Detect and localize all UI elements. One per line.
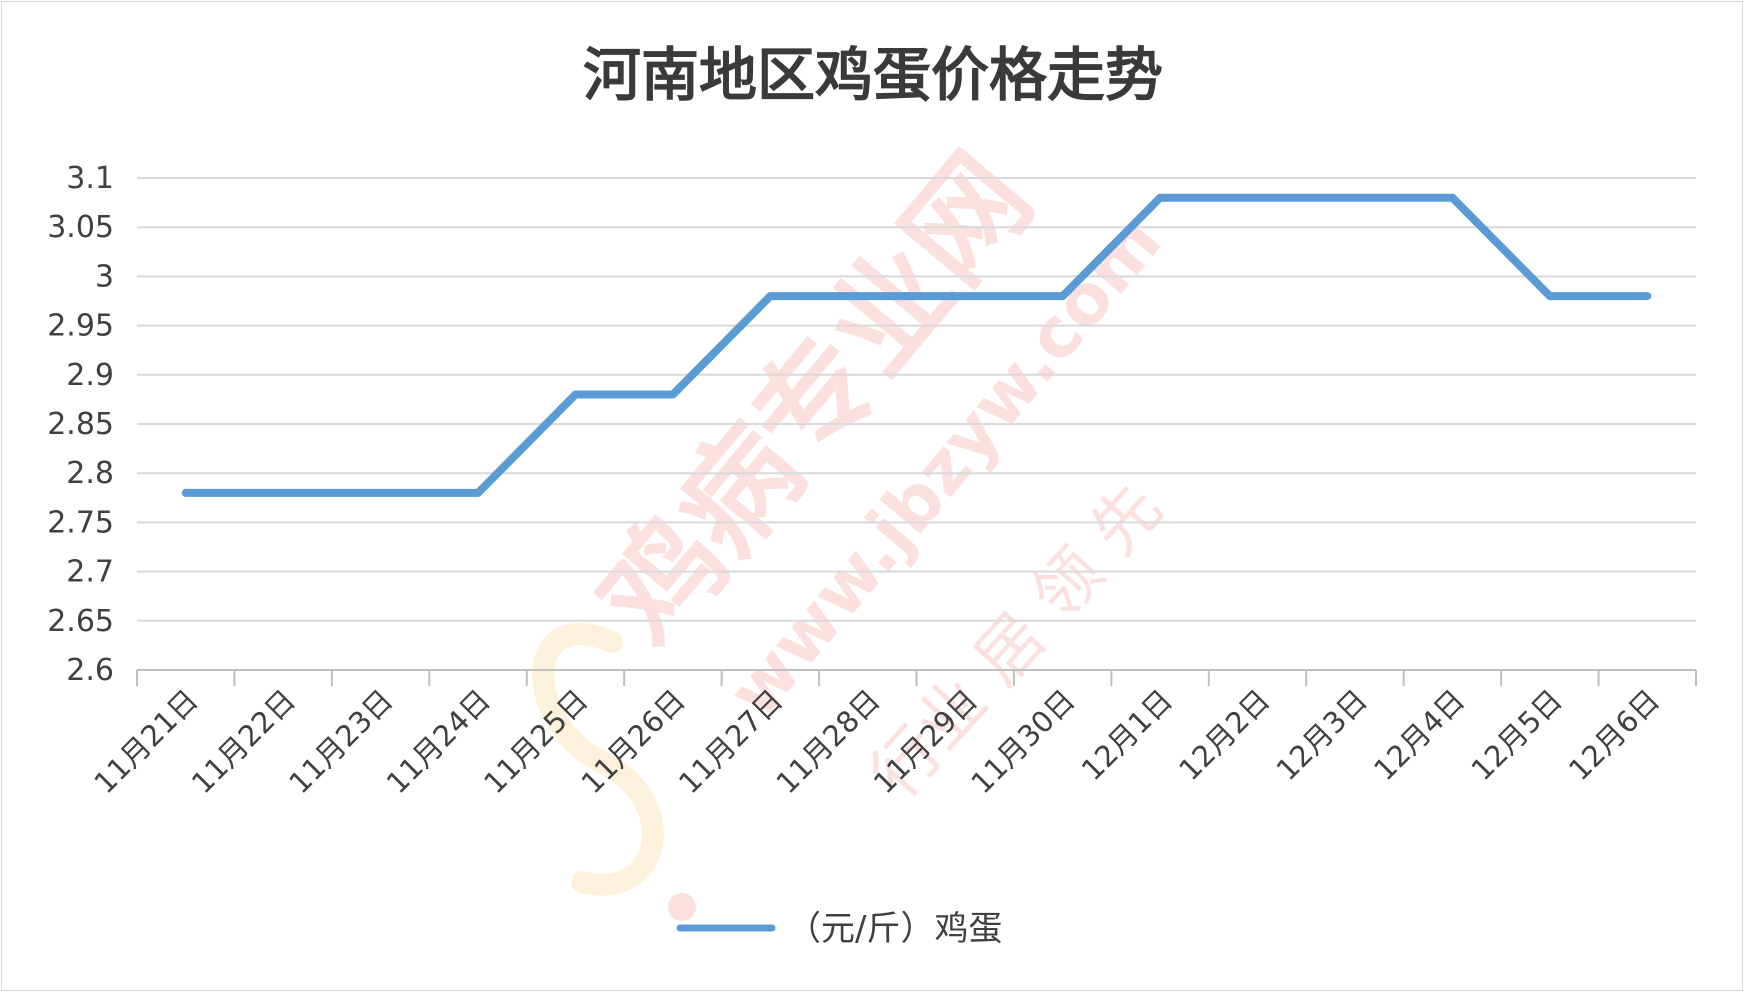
- x-tick-label: 12月5日: [1465, 683, 1569, 787]
- y-tick-label: 2.6: [66, 653, 114, 688]
- y-tick-label: 2.9: [66, 358, 114, 393]
- watermark-logo-swirl: [532, 623, 664, 896]
- x-tick-label: 12月3日: [1270, 683, 1374, 787]
- x-tick-label: 11月24日: [380, 683, 497, 800]
- series-layer: [181, 193, 1652, 497]
- y-tick-label: 2.65: [47, 604, 114, 639]
- y-tick-label: 3.1: [66, 161, 114, 196]
- y-tick-label: 2.75: [47, 505, 114, 540]
- x-tick-label: 11月21日: [87, 683, 204, 800]
- x-tick-label: 12月4日: [1367, 683, 1471, 787]
- y-tick-label: 3.05: [47, 210, 114, 245]
- y-tick-label: 3: [95, 259, 114, 294]
- x-tick-label: 12月1日: [1075, 683, 1179, 787]
- gridlines: [137, 177, 1696, 622]
- x-tick-label: 11月22日: [185, 683, 302, 800]
- y-tick-label: 2.7: [66, 555, 114, 590]
- x-tick-label: 12月2日: [1172, 683, 1276, 787]
- watermark-logo-dot: [668, 893, 696, 921]
- legend-label: （元/斤）鸡蛋: [787, 909, 1002, 949]
- chart-title: 河南地区鸡蛋价格走势: [583, 41, 1163, 109]
- series-line: [181, 193, 1652, 497]
- y-axis: 2.6 2.65 2.7 2.75 2.8 2.85 2.9 2.95 3 3.05 3.1: [47, 161, 114, 688]
- x-tick-label: 11月23日: [282, 683, 399, 800]
- watermark: 鸡病专业网 www.jbzyw.com 行业 居 领 先: [532, 129, 1177, 921]
- y-tick-label: 2.95: [47, 309, 114, 344]
- x-tick-label: 11月27日: [672, 683, 789, 800]
- y-tick-label: 2.8: [66, 456, 114, 491]
- y-tick-label: 2.85: [47, 407, 114, 442]
- legend: （元/斤）鸡蛋: [676, 909, 1002, 949]
- x-tick-label: 12月6日: [1562, 683, 1666, 787]
